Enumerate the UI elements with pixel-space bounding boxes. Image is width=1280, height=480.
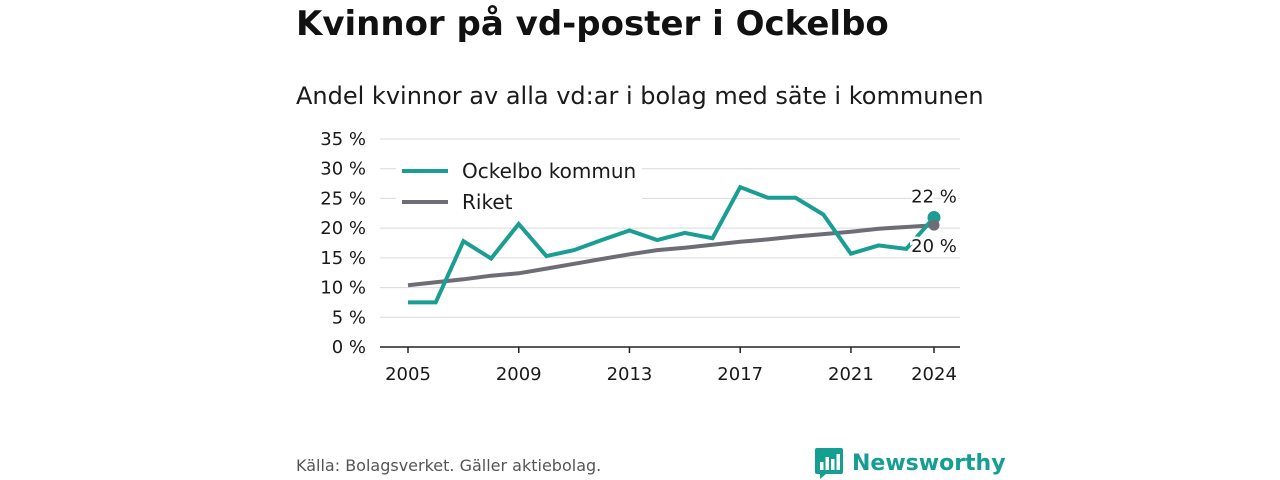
series-line-ockelbo [408, 184, 936, 305]
y-tick-label: 25 % [320, 188, 366, 209]
source-note: Källa: Bolagsverket. Gäller aktiebolag. [296, 456, 602, 475]
legend-label-riket: Riket [462, 190, 513, 214]
x-tick-label: 2021 [828, 364, 874, 385]
y-tick-label: 35 % [320, 129, 366, 150]
series-line-riket [407, 223, 935, 288]
end-label-riket: 20 % [911, 236, 957, 257]
end-point-ockelbo [927, 210, 941, 224]
y-tick-label: 0 % [332, 337, 366, 358]
chart-subtitle: Andel kvinnor av alla vd:ar i bolag med … [296, 82, 984, 110]
x-tick-label: 2005 [385, 364, 431, 385]
x-tick-label: 2009 [496, 364, 542, 385]
x-tick-label: 2017 [717, 364, 763, 385]
newsworthy-logo-icon [815, 448, 843, 479]
y-tick-label: 30 % [320, 159, 366, 180]
y-tick-label: 5 % [332, 307, 366, 328]
chart-title: Kvinnor på vd-poster i Ockelbo [296, 4, 889, 44]
x-tick-label: 2013 [607, 364, 653, 385]
y-tick-label: 20 % [320, 218, 366, 239]
end-label-ockelbo-halo: 22 % [911, 186, 957, 207]
legend-background [396, 155, 642, 217]
y-tick-label: 10 % [320, 278, 366, 299]
end-label-riket-halo: 20 % [911, 236, 957, 257]
end-point-riket [928, 219, 940, 231]
legend-label-ockelbo: Ockelbo kommun [462, 159, 636, 183]
brand-name: Newsworthy [852, 450, 1006, 476]
newsworthy-brand: Newsworthy [814, 446, 1006, 480]
y-tick-label: 15 % [320, 248, 366, 269]
end-label-ockelbo: 22 % [911, 186, 957, 207]
x-tick-label: 2024 [911, 364, 957, 385]
